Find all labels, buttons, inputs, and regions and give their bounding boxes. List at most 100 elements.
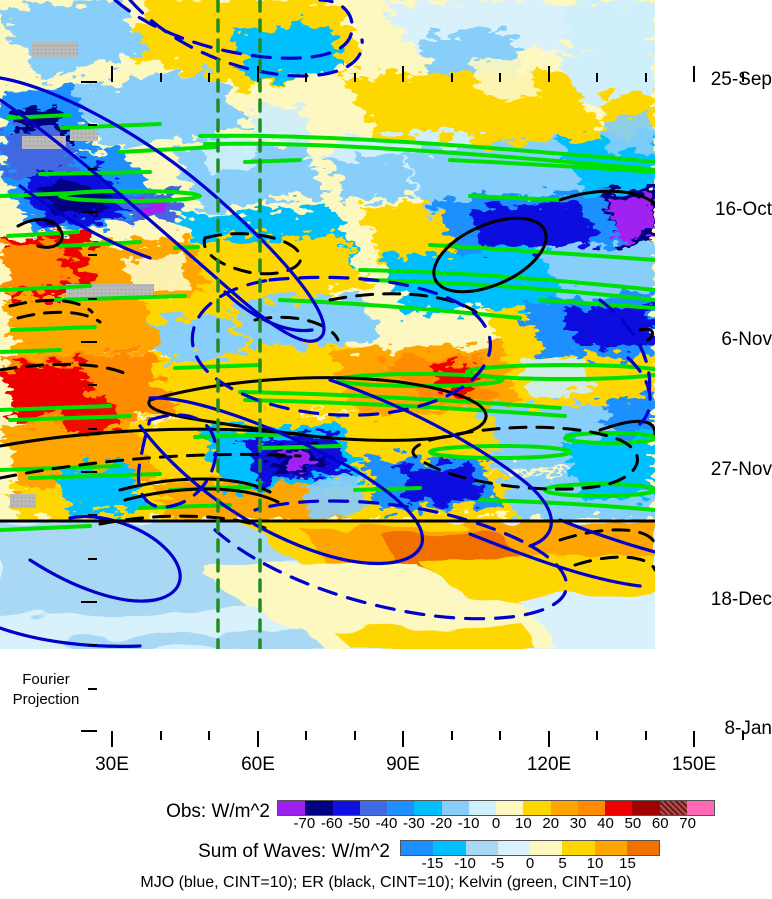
- y-tick-major: [81, 601, 97, 603]
- missing-data-patch: [70, 129, 98, 141]
- colorbar-swatch: [626, 841, 659, 855]
- y-tick-minor: [88, 428, 97, 430]
- colorbar-swatch: [387, 801, 415, 815]
- colorbar-tick-label: -30: [403, 815, 425, 832]
- y-tick-minor: [88, 558, 97, 560]
- y-tick-major: [81, 341, 97, 343]
- x-tick-minor-top: [499, 73, 501, 82]
- colorbar-tick-label: -15: [421, 855, 444, 872]
- y-tick-minor: [88, 168, 97, 170]
- x-tick-minor-top: [160, 73, 162, 82]
- x-tick-major: [111, 731, 113, 747]
- colorbar-tick-label: -10: [457, 815, 480, 832]
- obs-colorbar[interactable]: [277, 800, 715, 816]
- x-tick-minor: [499, 731, 501, 740]
- x-tick-minor-top: [451, 73, 453, 82]
- colorbar-swatch: [305, 801, 333, 815]
- x-tick-minor-top: [354, 73, 356, 82]
- y-tick-minor: [88, 124, 97, 126]
- colorbar-tick-label: 10: [515, 815, 532, 832]
- colorbar-tick-label: 0: [525, 855, 535, 872]
- colorbar-tick-label: 50: [624, 815, 642, 832]
- waves-colorbar-label: Sum of Waves: W/m^2: [198, 841, 390, 862]
- colorbar-swatch: [659, 801, 687, 815]
- colorbar-swatch: [433, 841, 466, 855]
- y-tick-minor: [88, 644, 97, 646]
- y-tick-label: 18-Dec: [710, 589, 772, 610]
- colorbar-swatch: [523, 801, 551, 815]
- x-tick-major-top: [693, 66, 695, 82]
- x-tick-major-top: [257, 66, 259, 82]
- fourier-projection-field: [0, 521, 655, 649]
- x-tick-minor-top: [596, 73, 598, 82]
- colorbar-swatch: [550, 801, 578, 815]
- colorbar-swatch: [278, 801, 306, 815]
- y-tick-major: [81, 730, 97, 732]
- obs-colorbar-row: Obs: W/m^2 -70 -60 -50 -40 -30 -20 -10 0 10 20 30 4…: [0, 798, 772, 832]
- y-tick-major: [81, 81, 97, 83]
- x-tick-minor: [160, 731, 162, 740]
- x-tick-minor: [742, 731, 744, 740]
- x-tick-minor: [596, 731, 598, 740]
- missing-data-patch: [32, 42, 78, 57]
- colorbar-swatch: [497, 841, 530, 855]
- y-tick-minor: [88, 254, 97, 256]
- missing-data-patch: [10, 494, 36, 508]
- colorbar-swatch: [332, 801, 360, 815]
- x-tick-major: [402, 731, 404, 747]
- x-tick-label: 90E: [386, 754, 420, 775]
- y-tick-minor: [88, 688, 97, 690]
- colorbar-swatch: [577, 801, 605, 815]
- x-tick-minor-top: [305, 73, 307, 82]
- x-tick-minor: [305, 731, 307, 740]
- y-tick-label: 27-Nov: [710, 459, 772, 480]
- x-tick-label: 30E: [95, 754, 129, 775]
- colorbar-swatch: [468, 801, 496, 815]
- x-tick-minor-top: [645, 73, 647, 82]
- x-tick-minor: [354, 731, 356, 740]
- x-tick-minor: [208, 731, 210, 740]
- colorbar-swatch: [594, 841, 627, 855]
- colorbar-swatch: [632, 801, 660, 815]
- x-tick-major: [693, 731, 695, 747]
- colorbar-tick-label: -60: [320, 815, 343, 832]
- plot-canvas: [0, 0, 655, 649]
- observed-field: [0, 0, 655, 521]
- obs-colorbar-ticks: -70 -60 -50 -40 -30 -20 -10 0 10 20 30 40 50 60 70: [277, 815, 713, 832]
- colorbar-tick-label: -10: [454, 855, 476, 872]
- x-tick-label: 60E: [241, 754, 275, 775]
- colorbar-swatch: [686, 801, 714, 815]
- y-tick-label: 16-Oct: [714, 199, 772, 220]
- hovmoller-plot[interactable]: [0, 0, 655, 649]
- x-tick-minor: [645, 731, 647, 740]
- y-tick-label: 8-Jan: [724, 718, 772, 739]
- x-tick-major-top: [548, 66, 550, 82]
- y-tick-minor: [88, 298, 97, 300]
- x-tick-major-top: [111, 66, 113, 82]
- x-tick-minor-top: [742, 73, 744, 82]
- x-tick-major: [257, 731, 259, 747]
- colorbar-tick-label: -40: [375, 815, 398, 832]
- colorbar-swatch: [562, 841, 595, 855]
- colorbar-swatch: [496, 801, 524, 815]
- y-tick-minor: [88, 384, 97, 386]
- colorbar-swatch: [441, 801, 469, 815]
- colorbar-swatch: [401, 841, 434, 855]
- colorbar-tick-label: 60: [651, 815, 669, 832]
- x-tick-major-top: [402, 66, 404, 82]
- colorbar-swatch: [605, 801, 633, 815]
- colorbar-tick-label: 20: [542, 815, 560, 832]
- colorbar-swatch: [530, 841, 563, 855]
- colorbar-tick-label: 30: [569, 815, 587, 832]
- x-tick-label: 120E: [526, 754, 572, 775]
- colorbar-swatch: [465, 841, 498, 855]
- x-tick-major: [548, 731, 550, 747]
- y-tick-label: 6-Nov: [721, 329, 772, 350]
- colorbar-tick-label: -50: [348, 815, 370, 832]
- x-tick-label: 150E: [671, 754, 717, 775]
- obs-colorbar-label: Obs: W/m^2: [166, 801, 270, 822]
- waves-colorbar[interactable]: [400, 840, 660, 856]
- colorbar-tick-label: -20: [430, 815, 453, 832]
- y-tick-major: [81, 471, 97, 473]
- colorbar-swatch: [414, 801, 442, 815]
